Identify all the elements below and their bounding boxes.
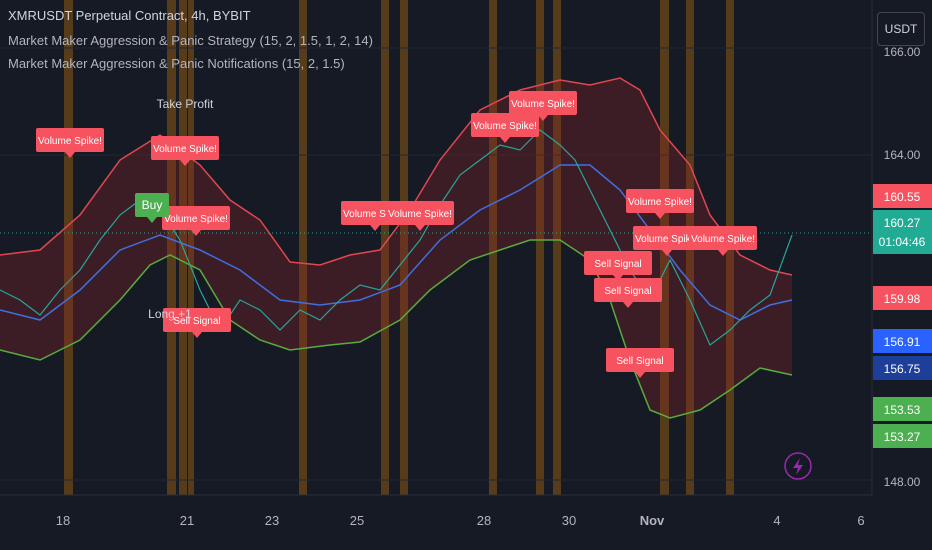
indicator-legend[interactable]: Market Maker Aggression & Panic Strategy… xyxy=(8,33,373,48)
currency-button[interactable]: USDT xyxy=(877,12,925,46)
signal-text: Sell Signal xyxy=(616,356,663,367)
price-label: 164.00 xyxy=(884,148,921,162)
signal-text: Sell Signal xyxy=(604,286,651,297)
time-label: 25 xyxy=(350,513,364,528)
signal-label xyxy=(386,201,454,225)
signal-pointer xyxy=(718,250,728,256)
signal-label xyxy=(163,308,231,332)
price-badge xyxy=(873,424,932,448)
signal-text: Volume Spike! xyxy=(691,234,755,245)
price-badge-text: 153.27 xyxy=(884,430,921,444)
price-badge xyxy=(873,286,932,310)
time-label: Nov xyxy=(640,513,665,528)
signal-pointer xyxy=(500,137,510,143)
signal-label xyxy=(633,226,701,250)
signal-pointer xyxy=(662,250,672,256)
price-badge-text: 160.55 xyxy=(884,190,921,204)
signal-pointer xyxy=(147,217,157,223)
signal-text: Volume Spike! xyxy=(511,99,575,110)
signal-label xyxy=(36,128,104,152)
signal-pointer xyxy=(623,302,633,308)
signal-text: Volume Spike! xyxy=(388,209,452,220)
time-label: 18 xyxy=(56,513,70,528)
symbol-title: XMRUSDT Perpetual Contract, 4h, BYBIT xyxy=(8,8,251,23)
time-label: 6 xyxy=(857,513,864,528)
signal-label xyxy=(689,226,757,250)
signal-label xyxy=(584,251,652,275)
lower-band xyxy=(0,239,793,419)
signal-text: Volume Spike! xyxy=(153,144,217,155)
price-badge-text: 156.75 xyxy=(884,362,921,376)
time-label: 4 xyxy=(773,513,780,528)
time-label: 30 xyxy=(562,513,576,528)
signal-text: Volume Spike! xyxy=(38,136,102,147)
price-badge xyxy=(873,397,932,421)
signal-text: Buy xyxy=(142,198,163,212)
trade-label: Long +1 xyxy=(148,307,192,321)
signal-pointer xyxy=(655,213,665,219)
signal-pointer xyxy=(192,332,202,338)
basis-line xyxy=(0,164,793,321)
price-badge-text: 153.53 xyxy=(884,403,921,417)
alert-bolt xyxy=(793,458,803,475)
price-badge xyxy=(873,329,932,353)
price-label: 166.00 xyxy=(884,45,921,59)
grid xyxy=(0,47,872,481)
signal-pointer xyxy=(415,225,425,231)
alert-icon[interactable] xyxy=(784,452,812,480)
price-badge-text: 160.27 xyxy=(884,216,921,230)
signal-text: Volume Spike! xyxy=(473,121,537,132)
signal-pointer xyxy=(538,115,548,121)
signal-label xyxy=(594,278,662,302)
band-fill xyxy=(0,78,792,418)
time-label: 23 xyxy=(265,513,279,528)
signal-pointer xyxy=(191,230,201,236)
signal-label xyxy=(606,348,674,372)
trade-label: Take Profit xyxy=(157,97,214,111)
signal-label xyxy=(162,206,230,230)
signal-text: Sell Signal xyxy=(594,259,641,270)
time-label: 28 xyxy=(477,513,491,528)
signal-pointer xyxy=(635,372,645,378)
signal-label xyxy=(471,113,539,137)
signal-pointer xyxy=(65,152,75,158)
time-label: 21 xyxy=(180,513,194,528)
signal-text: Volume Spike! xyxy=(635,234,699,245)
signal-text: Volume Spike! xyxy=(628,197,692,208)
price-badge-timer: 01:04:46 xyxy=(879,235,926,249)
price-badge-text: 159.98 xyxy=(884,292,921,306)
signal-pointer xyxy=(180,160,190,166)
signal-pointer xyxy=(370,225,380,231)
signal-text: Sell Signal xyxy=(173,316,220,327)
price-badge xyxy=(873,356,932,380)
price-label: 148.00 xyxy=(884,475,921,489)
price-badge xyxy=(873,210,932,254)
indicator-legend[interactable]: Market Maker Aggression & Panic Notifica… xyxy=(8,56,345,71)
signal-text: Volume Spike! xyxy=(164,214,228,225)
price-badge-text: 156.91 xyxy=(884,335,921,349)
signal-text: Volume Spike! xyxy=(343,209,407,220)
price-badge xyxy=(873,184,932,208)
signal-label xyxy=(151,136,219,160)
signal-label xyxy=(135,193,169,217)
signal-label xyxy=(626,189,694,213)
signal-label xyxy=(509,91,577,115)
